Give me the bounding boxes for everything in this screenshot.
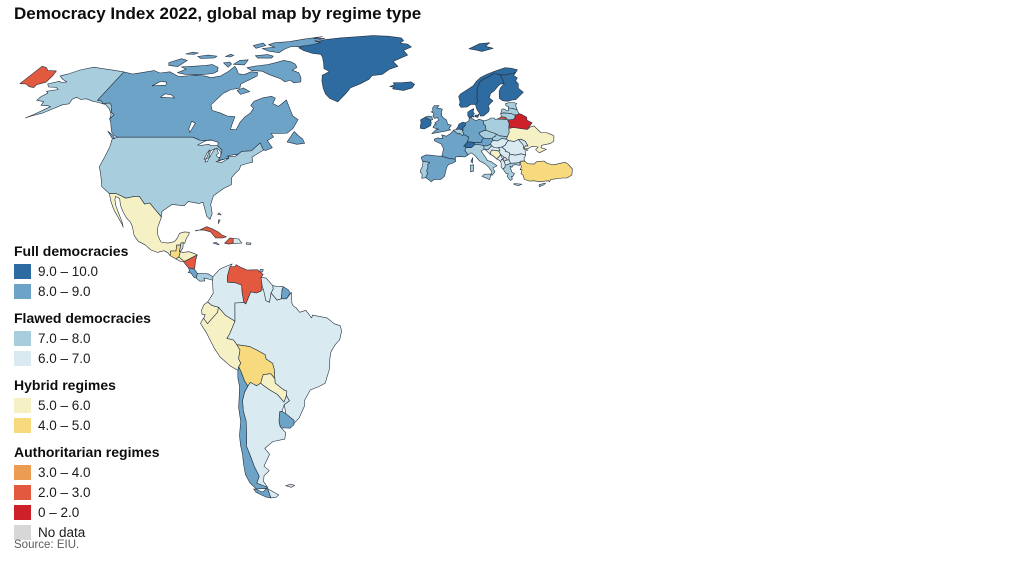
- svg-text:Authoritarian regimes: Authoritarian regimes: [14, 444, 160, 460]
- svg-text:3.0 – 4.0: 3.0 – 4.0: [38, 465, 91, 480]
- svg-text:7.0 – 8.0: 7.0 – 8.0: [38, 331, 91, 346]
- svg-text:6.0 – 7.0: 6.0 – 7.0: [38, 351, 91, 366]
- svg-text:Flawed democracies: Flawed democracies: [14, 310, 151, 326]
- svg-text:No data: No data: [38, 525, 86, 540]
- svg-text:4.0 – 5.0: 4.0 – 5.0: [38, 418, 91, 433]
- svg-text:Hybrid regimes: Hybrid regimes: [14, 377, 116, 393]
- svg-text:5.0 – 6.0: 5.0 – 6.0: [38, 398, 91, 413]
- svg-text:2.0 – 3.0: 2.0 – 3.0: [38, 485, 91, 500]
- svg-text:8.0 – 9.0: 8.0 – 9.0: [38, 284, 91, 299]
- svg-text:9.0 – 10.0: 9.0 – 10.0: [38, 264, 98, 279]
- svg-text:Full democracies: Full democracies: [14, 243, 129, 259]
- svg-text:Democracy Index 2022, global m: Democracy Index 2022, global map by regi…: [14, 4, 421, 23]
- svg-text:0 – 2.0: 0 – 2.0: [38, 505, 79, 520]
- svg-text:Source: EIU.: Source: EIU.: [14, 539, 79, 551]
